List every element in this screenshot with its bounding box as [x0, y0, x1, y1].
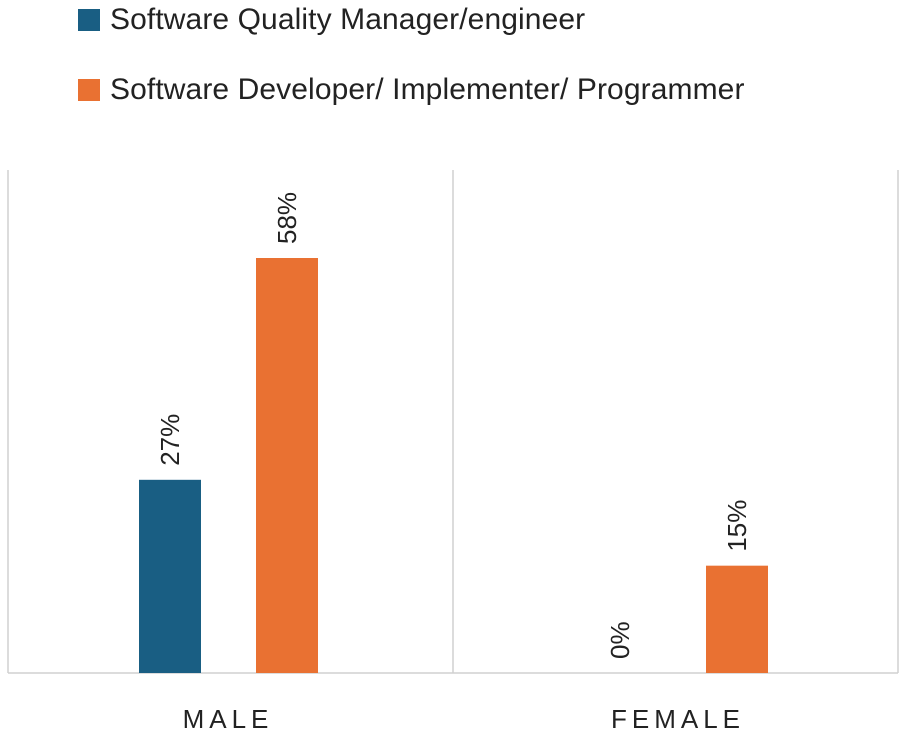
legend-item-developer: Software Developer/ Implementer/ Program…: [78, 70, 745, 110]
legend-label-quality-manager: Software Quality Manager/engineer: [110, 3, 586, 36]
legend-swatch-developer: [78, 79, 100, 101]
data-label-female-series-2: 15%: [722, 500, 752, 552]
data-label-male-series-1: 27%: [155, 414, 185, 466]
legend-swatch-quality-manager: [78, 9, 100, 31]
category-label-female: FEMALE: [611, 704, 745, 731]
bar-male-series-1: [139, 479, 201, 673]
data-label-male-series-2: 58%: [272, 192, 302, 244]
category-label-male: MALE: [183, 704, 274, 731]
data-label-female-series-1: 0%: [605, 621, 635, 659]
bar-female-series-2: [706, 565, 768, 673]
legend-label-developer: Software Developer/ Implementer/ Program…: [110, 73, 745, 106]
legend-item-quality-manager: Software Quality Manager/engineer: [78, 0, 585, 40]
bar-male-series-2: [256, 258, 318, 673]
